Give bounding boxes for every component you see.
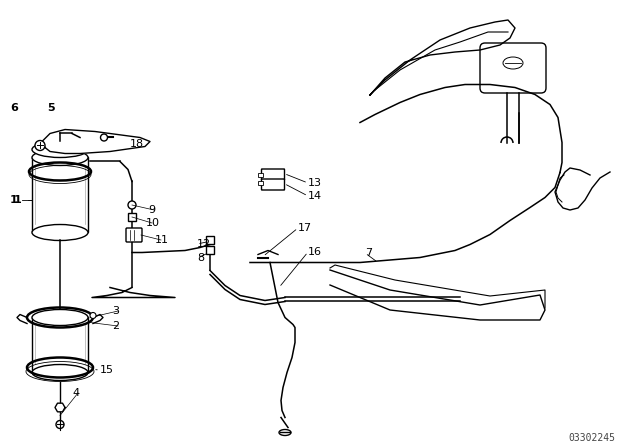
Text: 11: 11	[155, 235, 169, 245]
Ellipse shape	[32, 224, 88, 241]
Text: 5: 5	[47, 103, 54, 113]
Text: 16: 16	[308, 247, 322, 257]
Text: 9: 9	[148, 205, 155, 215]
FancyBboxPatch shape	[262, 169, 285, 180]
Text: 6: 6	[10, 103, 18, 113]
Circle shape	[128, 201, 136, 209]
FancyBboxPatch shape	[262, 179, 285, 190]
Bar	[258, 181, 263, 185]
FancyBboxPatch shape	[126, 228, 142, 242]
Polygon shape	[42, 129, 150, 154]
Ellipse shape	[32, 365, 88, 380]
Bar	[258, 173, 263, 177]
Text: 12: 12	[197, 239, 211, 249]
Text: 17: 17	[298, 223, 312, 233]
Text: 15: 15	[100, 365, 114, 375]
Ellipse shape	[32, 150, 88, 165]
Bar	[32, 158, 88, 233]
Bar	[206, 246, 214, 254]
Circle shape	[100, 134, 108, 141]
Circle shape	[90, 313, 96, 319]
Text: 3: 3	[112, 306, 119, 316]
Text: 1: 1	[14, 195, 22, 205]
Text: 1: 1	[10, 195, 18, 205]
Text: 8: 8	[197, 253, 204, 263]
Ellipse shape	[279, 430, 291, 435]
Text: 10: 10	[146, 218, 160, 228]
Text: 03302245: 03302245	[568, 433, 615, 443]
Circle shape	[35, 141, 45, 151]
Circle shape	[56, 421, 64, 428]
Text: 7: 7	[365, 248, 372, 258]
Bar	[128, 213, 136, 221]
Ellipse shape	[32, 310, 88, 326]
Text: 14: 14	[308, 191, 322, 201]
Bar	[206, 237, 214, 245]
Text: 13: 13	[308, 178, 322, 188]
Text: 2: 2	[112, 321, 119, 331]
FancyBboxPatch shape	[480, 43, 546, 93]
Text: 18: 18	[130, 139, 144, 149]
Bar	[32, 318, 88, 372]
Text: 4: 4	[72, 388, 79, 398]
Ellipse shape	[32, 142, 88, 158]
